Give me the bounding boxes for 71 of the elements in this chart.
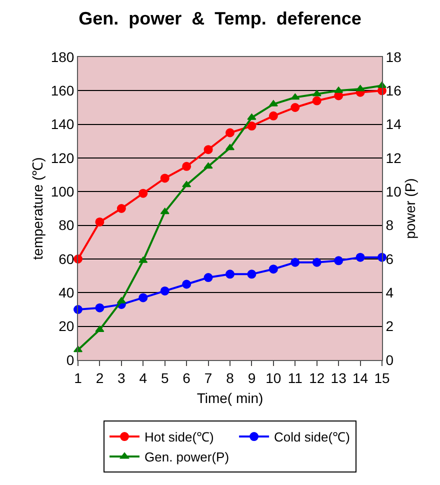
x-tick-label: 7: [204, 370, 212, 386]
y2-tick-label: 18: [386, 48, 402, 65]
x-tick-label: 15: [374, 370, 390, 386]
point: [182, 180, 192, 188]
x-tick-label: 5: [160, 370, 169, 386]
y2-axis-title: power (P): [402, 178, 418, 239]
point: [290, 103, 300, 112]
point: [182, 280, 192, 289]
point: [356, 252, 365, 262]
point: [204, 162, 213, 169]
y-tick-label: 100: [50, 184, 74, 200]
x-tick-label: 3: [118, 370, 126, 386]
point: [95, 217, 104, 226]
x-tick-label: 10: [266, 370, 282, 386]
point: [226, 270, 234, 279]
y-tick-label: 180: [50, 48, 74, 65]
point: [160, 208, 170, 214]
y-tick-label: 80: [58, 217, 74, 234]
y-tick-label: 140: [50, 116, 74, 132]
y2-tick-label: 6: [386, 250, 394, 267]
point: [312, 258, 322, 267]
point: [268, 111, 278, 120]
y-tick-label: 160: [50, 82, 74, 99]
y-tick-label: 0: [66, 352, 74, 368]
point: [356, 84, 365, 92]
point: [247, 122, 256, 131]
x-tick-label: 14: [352, 370, 368, 386]
point: [204, 145, 213, 154]
y2-tick-label: 8: [386, 217, 394, 234]
y-tick-label: 40: [58, 284, 74, 301]
point: [312, 96, 322, 106]
y2-tick-label: 0: [386, 352, 394, 368]
legend-label: Hot side(℃): [144, 430, 214, 445]
point: [204, 273, 213, 282]
point: [95, 303, 104, 312]
y2-tick-label: 10: [386, 184, 402, 200]
point: [116, 204, 126, 213]
y2-tick-label: 12: [386, 150, 402, 166]
x-tick-label: 11: [288, 370, 303, 386]
x-tick-label: 6: [182, 370, 191, 386]
x-axis-title: Time( min): [196, 390, 264, 406]
point: [138, 293, 148, 302]
point: [247, 270, 256, 279]
y2-tick-label: 16: [386, 82, 402, 99]
x-tick-label: 12: [309, 370, 325, 386]
y-tick-label: 60: [58, 250, 74, 267]
chart-title: Gen. power & Temp. deference: [78, 8, 362, 29]
x-tick-label: 4: [139, 370, 148, 386]
point: [334, 256, 344, 266]
point: [290, 93, 300, 100]
legend-label: Gen. power(P): [144, 450, 230, 465]
x-tick-label: 9: [248, 370, 256, 386]
point: [182, 162, 192, 171]
point: [225, 144, 235, 150]
x-tick-label: 1: [74, 370, 82, 386]
y-tick-label: 20: [58, 318, 74, 334]
point: [138, 188, 148, 198]
point: [268, 264, 278, 274]
point: [290, 258, 300, 267]
legend-label: Cold side(℃): [274, 430, 350, 445]
x-tick-label: 13: [330, 370, 347, 386]
point: [160, 174, 170, 183]
x-tick-label: 8: [226, 370, 234, 386]
y-axis-title: temperature (℃): [29, 157, 46, 260]
x-tick-label: 2: [96, 370, 104, 386]
point: [226, 128, 234, 138]
y2-tick-label: 4: [386, 284, 394, 301]
y-tick-label: 120: [50, 150, 74, 166]
point: [160, 286, 170, 296]
y2-tick-label: 14: [386, 116, 402, 132]
y2-tick-label: 2: [386, 318, 394, 334]
